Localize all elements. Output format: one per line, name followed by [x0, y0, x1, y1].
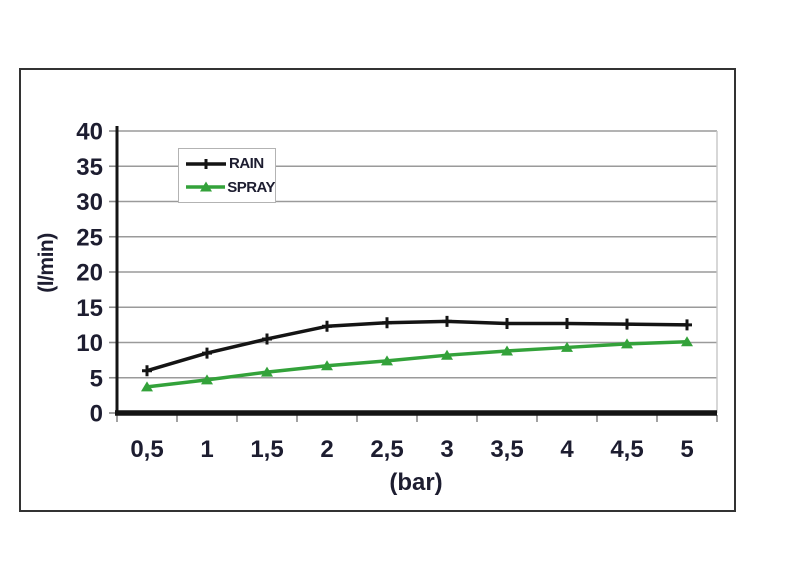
- y-tick-label: 15: [76, 295, 103, 322]
- x-tick-label: 2,5: [370, 436, 403, 463]
- y-axis-title: (l/min): [35, 233, 58, 293]
- series-spray-triangle-marker-icon: [321, 360, 333, 371]
- x-tick-label: 4,5: [610, 436, 643, 463]
- series-spray-triangle-marker-icon: [381, 355, 393, 366]
- y-tick-label: 25: [76, 224, 103, 251]
- series-rain-plus-marker-icon: [622, 318, 632, 330]
- series-spray-line: [146, 340, 688, 389]
- x-tick-label: 4: [560, 436, 574, 463]
- legend-triangle-up-sample-icon: [186, 181, 226, 192]
- figure-border: [19, 68, 736, 512]
- series-spray-triangle-marker-icon: [141, 381, 153, 392]
- series-rain-plus-marker-icon: [262, 333, 272, 345]
- series-rain-plus-marker-icon: [502, 317, 512, 329]
- series-rain-plus-marker-icon: [442, 315, 452, 327]
- legend-item-spray: SPRAY: [185, 179, 275, 196]
- legend-item-rain: RAIN: [185, 155, 275, 172]
- y-tick-label: 5: [90, 365, 103, 392]
- series-spray-triangle-marker-icon: [501, 345, 513, 356]
- series-rain-plus-marker-icon: [142, 365, 152, 377]
- series-rain-plus-marker-icon: [562, 317, 572, 329]
- series-spray-triangle-marker-icon: [261, 366, 273, 377]
- series-rain-plus-marker-icon: [382, 317, 392, 329]
- x-tick-label: 1,5: [250, 436, 283, 463]
- legend-label-spray: SPRAY: [227, 178, 275, 196]
- series-rain-plus-marker-icon: [202, 347, 212, 359]
- x-tick-label: 5: [680, 436, 693, 463]
- series-spray-triangle-marker-icon: [561, 341, 573, 352]
- y-tick-label: 0: [90, 401, 103, 428]
- y-tick-label: 20: [76, 260, 103, 287]
- y-tick-label: 30: [76, 189, 103, 216]
- x-tick-label: 3: [440, 436, 453, 463]
- x-tick-label: 2: [320, 436, 333, 463]
- x-tick-label: 0,5: [130, 436, 163, 463]
- legend: RAIN SPRAY: [178, 148, 276, 203]
- series-rain-plus-marker-icon: [682, 319, 692, 331]
- y-tick-label: 40: [76, 119, 103, 146]
- series-spray-triangle-marker-icon: [621, 338, 633, 349]
- y-tick-label: 35: [76, 154, 103, 181]
- series-spray-triangle-marker-icon: [681, 336, 693, 347]
- legend-label-rain: RAIN: [229, 155, 264, 173]
- series-spray-triangle-marker-icon: [201, 374, 213, 385]
- x-axis-title: (bar): [389, 469, 443, 496]
- x-tick-label: 1: [200, 436, 213, 463]
- series-rain-line: [146, 319, 688, 373]
- legend-plus-sample-icon: [186, 158, 226, 169]
- x-tick-label: 3,5: [490, 436, 523, 463]
- series-spray-triangle-marker-icon: [441, 349, 453, 360]
- series-rain-plus-marker-icon: [322, 320, 332, 332]
- y-tick-label: 10: [76, 330, 103, 357]
